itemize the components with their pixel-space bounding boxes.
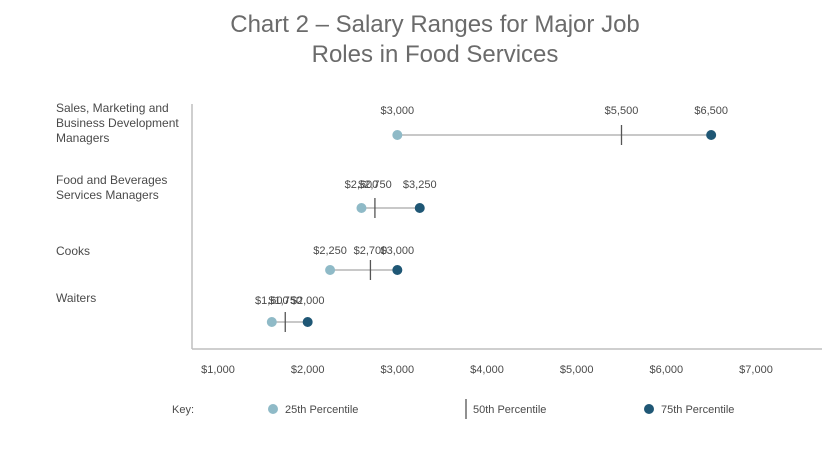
- p75-value-label: $2,000: [291, 295, 325, 307]
- legend-p50-label: 50th Percentile: [473, 404, 546, 416]
- p50-value-label: $2,700: [354, 245, 388, 257]
- legend-p25-label: 25th Percentile: [285, 404, 358, 416]
- p25-value-label: $2,600: [345, 179, 379, 191]
- category-label: Cooks: [56, 244, 196, 259]
- p75-value-label: $3,000: [381, 245, 415, 257]
- p25-value-label: $1,600: [255, 295, 289, 307]
- x-tick-label: $6,000: [650, 364, 684, 376]
- category-label-line: Managers: [56, 131, 110, 145]
- legend-p25-marker: [268, 404, 278, 414]
- category-label: Food and Beverages Services Managers: [56, 173, 196, 203]
- x-tick-label: $4,000: [470, 364, 504, 376]
- category-label-line: Business Development: [56, 116, 179, 130]
- category-label-line: Cooks: [56, 244, 91, 258]
- category-label: Waiters: [56, 291, 196, 306]
- category-label-line: Sales, Marketing and: [56, 101, 169, 115]
- p25-value-label: $2,250: [313, 245, 347, 257]
- p75-dot: [706, 130, 717, 140]
- category-label-line: Services Managers: [56, 188, 159, 202]
- x-tick-label: $2,000: [291, 364, 325, 376]
- x-tick-label: $3,000: [381, 364, 415, 376]
- p75-dot: [392, 265, 403, 275]
- p25-dot: [356, 203, 367, 213]
- x-tick-label: $5,000: [560, 364, 594, 376]
- p25-dot: [325, 265, 336, 275]
- category-label-line: Food and Beverages: [56, 173, 168, 187]
- x-tick-label: $1,000: [201, 364, 235, 376]
- p25-dot: [266, 317, 277, 327]
- category-label-line: Waiters: [56, 291, 97, 305]
- legend-p75-label: 75th Percentile: [661, 404, 734, 416]
- p25-dot: [392, 130, 403, 140]
- legend-p75-marker: [644, 404, 654, 414]
- p25-value-label: $3,000: [381, 105, 415, 117]
- p75-value-label: $3,250: [403, 179, 437, 191]
- p75-dot: [302, 317, 313, 327]
- category-label: Sales, Marketing and Business Development…: [56, 101, 196, 146]
- p75-value-label: $6,500: [694, 105, 728, 117]
- x-tick-label: $7,000: [739, 364, 773, 376]
- chart-title: Chart 2 – Salary Ranges for Major Job Ro…: [0, 10, 830, 70]
- chart-title-line-2: Roles in Food Services: [311, 41, 559, 68]
- p75-dot: [414, 203, 425, 213]
- p50-value-label: $2,750: [358, 179, 392, 191]
- chart-title-line-1: Chart 2 – Salary Ranges for Major Job: [230, 11, 640, 38]
- legend-title: Key:: [172, 404, 194, 416]
- p50-value-label: $1,750: [268, 295, 302, 307]
- p50-value-label: $5,500: [605, 105, 639, 117]
